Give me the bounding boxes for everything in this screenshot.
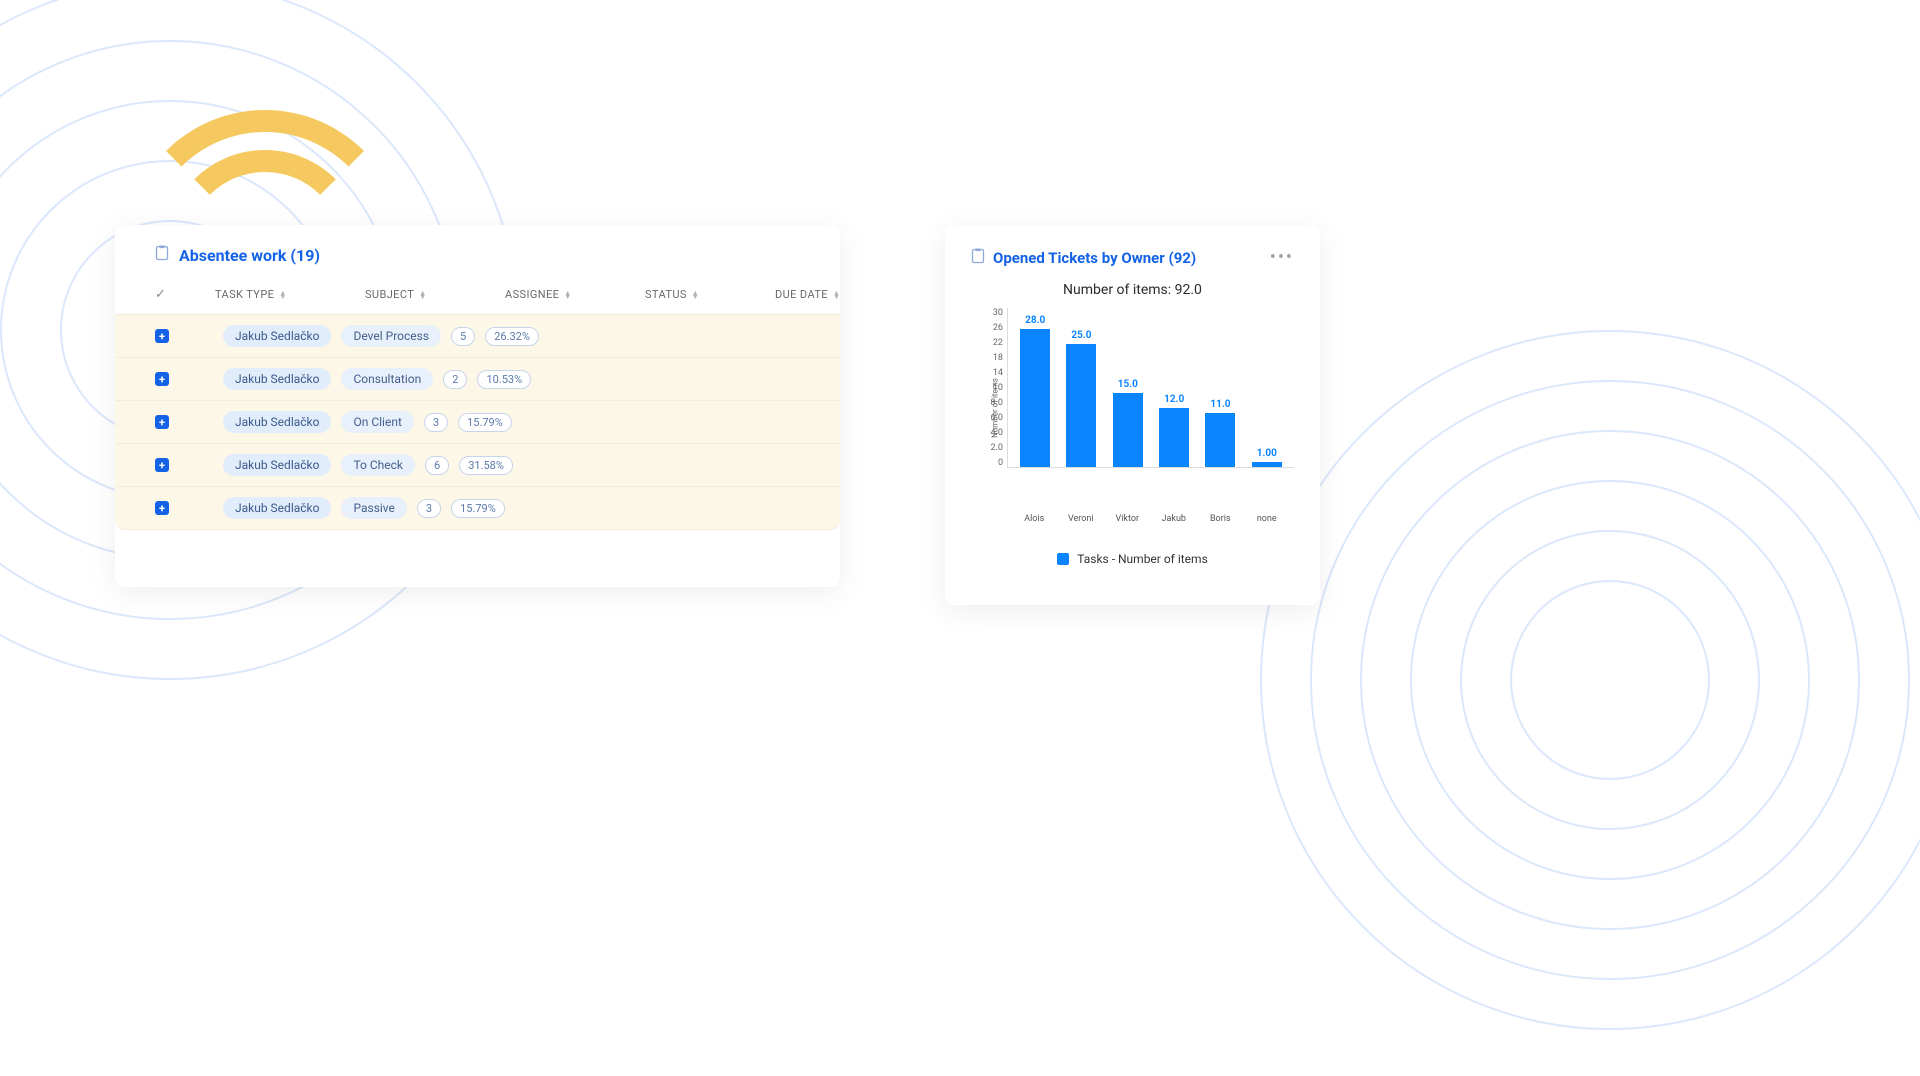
- card-header: Opened Tickets by Owner (92) •••: [971, 247, 1294, 268]
- task-type-chip: Jakub Sedlačko: [223, 325, 331, 347]
- legend-swatch: [1057, 553, 1069, 565]
- count-pill: 3: [417, 499, 441, 518]
- bar: [1159, 408, 1189, 467]
- bar-value-label: 12.0: [1164, 394, 1184, 405]
- count-pill: 5: [451, 327, 475, 346]
- check-icon: ✓: [155, 287, 166, 302]
- task-type-chip: Jakub Sedlačko: [223, 368, 331, 390]
- y-tick: 30: [993, 308, 1003, 318]
- subject-chip: Passive: [341, 497, 406, 519]
- bar-value-label: 25.0: [1071, 330, 1091, 341]
- y-tick: 2.0: [991, 443, 1004, 453]
- subject-chip: Consultation: [341, 368, 433, 390]
- percent-pill: 10.53%: [477, 370, 531, 389]
- sort-icon: ▲▼: [692, 291, 699, 299]
- x-tick-label: Viktor: [1109, 514, 1145, 524]
- bar: [1066, 344, 1096, 467]
- bar-value-label: 11.0: [1210, 399, 1230, 410]
- table-row[interactable]: + Jakub Sedlačko Devel Process 5 26.32%: [115, 314, 840, 357]
- x-tick-label: Boris: [1202, 514, 1238, 524]
- table-row[interactable]: + Jakub Sedlačko Passive 3 15.79%: [115, 486, 840, 530]
- bar: [1113, 393, 1143, 467]
- legend-label: Tasks - Number of items: [1077, 552, 1208, 566]
- opened-tickets-card: Opened Tickets by Owner (92) ••• Number …: [945, 225, 1320, 605]
- card-header: Absentee work (19): [115, 225, 840, 279]
- x-tick-label: Veroni: [1063, 514, 1099, 524]
- y-tick: 22: [993, 338, 1003, 348]
- task-type-chip: Jakub Sedlačko: [223, 497, 331, 519]
- subject-chip: Devel Process: [341, 325, 441, 347]
- chart-subtitle: Number of items: 92.0: [971, 282, 1294, 298]
- y-axis-label: Number of items: [990, 378, 999, 438]
- bar-group: 28.0: [1017, 315, 1053, 467]
- table-row[interactable]: + Jakub Sedlačko To Check 6 31.58%: [115, 443, 840, 486]
- column-task-type[interactable]: TASK TYPE▲▼: [215, 287, 365, 302]
- bar-group: 11.0: [1202, 399, 1238, 467]
- bar-value-label: 28.0: [1025, 315, 1045, 326]
- background-rings-right: [1260, 330, 1920, 1030]
- sort-icon: ▲▼: [419, 291, 426, 299]
- bar-group: 15.0: [1110, 379, 1146, 467]
- percent-pill: 31.58%: [459, 456, 513, 475]
- expand-button[interactable]: +: [155, 329, 169, 343]
- bar-chart: Number of items 3026221814108.06.04.02.0…: [971, 308, 1294, 508]
- bar-group: 1.00: [1249, 448, 1285, 467]
- bar: [1020, 329, 1050, 467]
- subject-chip: On Client: [341, 411, 413, 433]
- table-row[interactable]: + Jakub Sedlačko On Client 3 15.79%: [115, 400, 840, 443]
- clipboard-icon: [155, 245, 169, 265]
- percent-pill: 15.79%: [458, 413, 512, 432]
- subject-chip: To Check: [341, 454, 415, 476]
- column-status[interactable]: STATUS▲▼: [645, 287, 775, 302]
- percent-pill: 15.79%: [451, 499, 505, 518]
- x-tick-label: Jakub: [1156, 514, 1192, 524]
- more-icon[interactable]: •••: [1270, 247, 1294, 268]
- x-tick-label: none: [1249, 514, 1285, 524]
- percent-pill: 26.32%: [485, 327, 539, 346]
- table-row[interactable]: + Jakub Sedlačko Consultation 2 10.53%: [115, 357, 840, 400]
- card-title: Absentee work (19): [179, 246, 320, 265]
- sort-icon: ▲▼: [279, 291, 286, 299]
- chart-plot: 28.0 25.0 15.0 12.0 11.0 1.00: [1007, 308, 1294, 468]
- card-title: Opened Tickets by Owner (92): [993, 249, 1196, 267]
- table-body: + Jakub Sedlačko Devel Process 5 26.32% + Jaku…: [115, 314, 840, 530]
- bar-group: 12.0: [1156, 394, 1192, 467]
- column-check[interactable]: ✓: [155, 287, 215, 302]
- bar-group: 25.0: [1063, 330, 1099, 467]
- bar: [1205, 413, 1235, 467]
- bar: [1252, 462, 1282, 467]
- expand-button[interactable]: +: [155, 372, 169, 386]
- y-tick: 14: [993, 368, 1003, 378]
- column-assignee[interactable]: ASSIGNEE▲▼: [505, 287, 645, 302]
- table-header: ✓ TASK TYPE▲▼ SUBJECT▲▼ ASSIGNEE▲▼ STATU…: [115, 279, 840, 314]
- task-type-chip: Jakub Sedlačko: [223, 411, 331, 433]
- chart-legend: Tasks - Number of items: [971, 552, 1294, 566]
- expand-button[interactable]: +: [155, 501, 169, 515]
- x-tick-label: Alois: [1016, 514, 1052, 524]
- count-pill: 6: [425, 456, 449, 475]
- count-pill: 3: [424, 413, 448, 432]
- bar-value-label: 15.0: [1118, 379, 1138, 390]
- expand-button[interactable]: +: [155, 458, 169, 472]
- task-type-chip: Jakub Sedlačko: [223, 454, 331, 476]
- sort-icon: ▲▼: [833, 291, 840, 299]
- bar-value-label: 1.00: [1257, 448, 1277, 459]
- y-tick: 26: [993, 323, 1003, 333]
- expand-button[interactable]: +: [155, 415, 169, 429]
- column-due-date[interactable]: DUE DATE▲▼: [775, 287, 880, 302]
- absentee-work-card: Absentee work (19) ✓ TASK TYPE▲▼ SUBJECT…: [115, 225, 840, 587]
- column-subject[interactable]: SUBJECT▲▼: [365, 287, 505, 302]
- sort-icon: ▲▼: [564, 291, 571, 299]
- clipboard-icon: [971, 248, 985, 268]
- x-axis-labels: Alois Veroni Viktor Jakub Boris none: [1007, 508, 1294, 524]
- count-pill: 2: [443, 370, 467, 389]
- y-tick: 0: [998, 458, 1003, 468]
- y-tick: 18: [993, 353, 1003, 363]
